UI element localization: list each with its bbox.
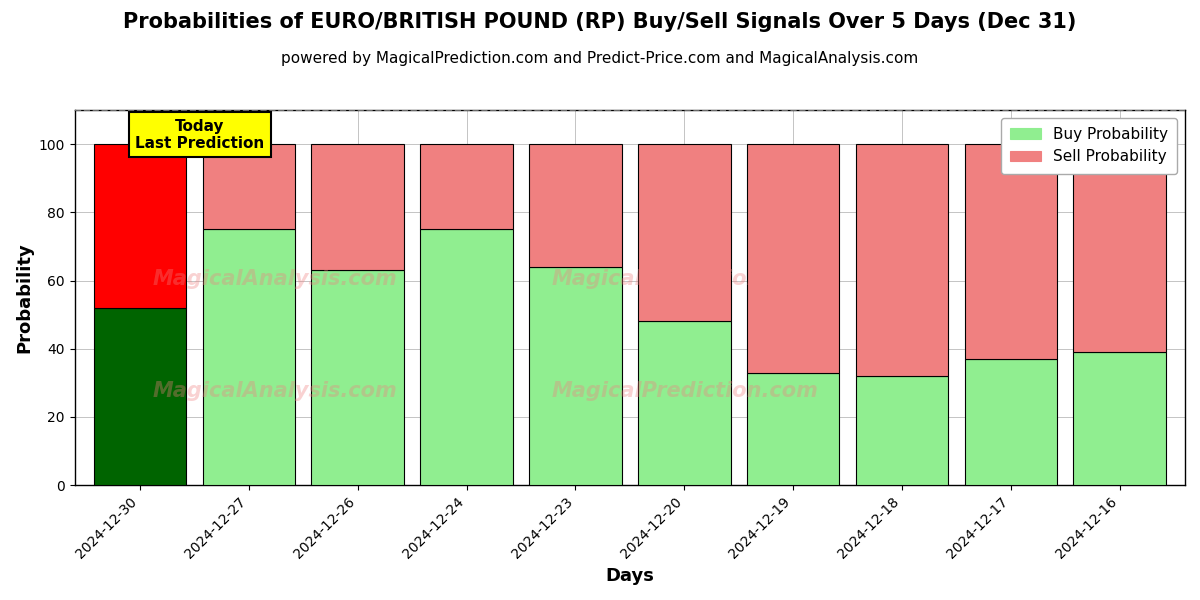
Legend: Buy Probability, Sell Probability: Buy Probability, Sell Probability (1001, 118, 1177, 173)
X-axis label: Days: Days (605, 567, 654, 585)
Bar (1074, 144, 1166, 352)
Bar (856, 144, 948, 376)
Text: Probabilities of EURO/BRITISH POUND (RP) Buy/Sell Signals Over 5 Days (Dec 31): Probabilities of EURO/BRITISH POUND (RP)… (124, 12, 1076, 32)
Text: powered by MagicalPrediction.com and Predict-Price.com and MagicalAnalysis.com: powered by MagicalPrediction.com and Pre… (281, 51, 919, 66)
Bar (856, 376, 948, 485)
Bar (203, 144, 295, 229)
Bar (746, 373, 839, 485)
Bar (420, 229, 512, 485)
Bar (312, 270, 404, 485)
Bar (529, 267, 622, 485)
Text: MagicalPrediction.com: MagicalPrediction.com (552, 382, 818, 401)
Bar (203, 229, 295, 485)
Bar (746, 144, 839, 373)
Bar (420, 144, 512, 229)
Y-axis label: Probability: Probability (16, 242, 34, 353)
Text: Today
Last Prediction: Today Last Prediction (136, 119, 264, 151)
Bar (965, 359, 1057, 485)
Bar (965, 144, 1057, 359)
Text: MagicalAnalysis.com: MagicalAnalysis.com (152, 382, 397, 401)
Bar (94, 144, 186, 308)
Bar (94, 308, 186, 485)
Bar (638, 144, 731, 322)
Bar (312, 144, 404, 270)
Bar (638, 322, 731, 485)
Bar (529, 144, 622, 267)
Text: MagicalAnalysis.com: MagicalAnalysis.com (152, 269, 397, 289)
Bar (1074, 352, 1166, 485)
Text: MagicalPrediction.com: MagicalPrediction.com (552, 269, 818, 289)
